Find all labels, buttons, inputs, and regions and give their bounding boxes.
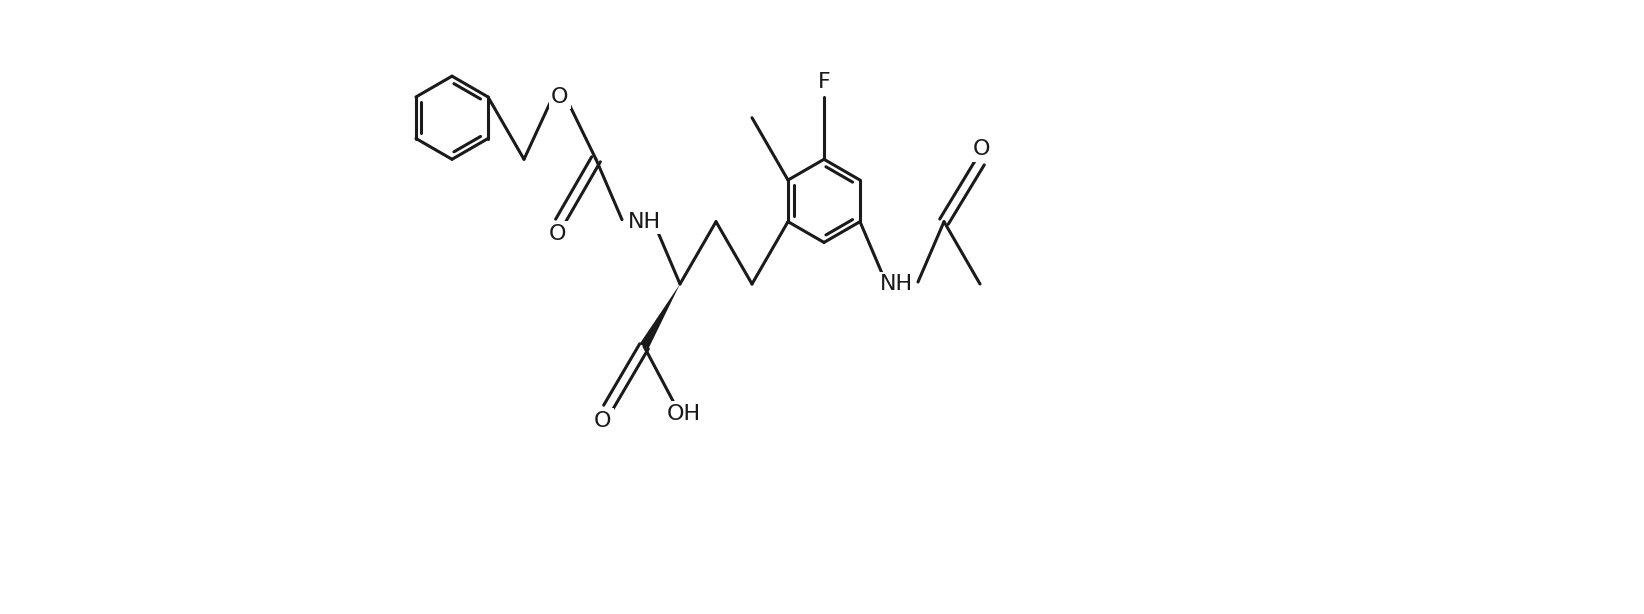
Text: O: O	[549, 223, 567, 244]
Text: F: F	[817, 72, 830, 92]
Text: NH: NH	[628, 212, 661, 231]
Text: O: O	[551, 87, 569, 107]
Text: O: O	[973, 139, 991, 159]
Text: NH: NH	[880, 274, 912, 294]
Polygon shape	[640, 284, 681, 349]
Text: O: O	[593, 411, 612, 430]
Text: OH: OH	[667, 404, 700, 424]
